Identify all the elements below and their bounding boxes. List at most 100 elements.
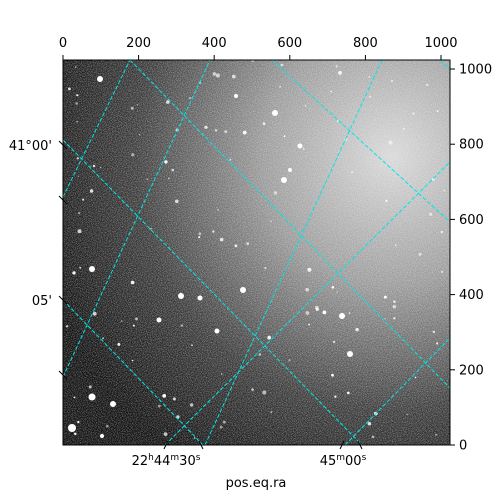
star	[330, 90, 333, 93]
star	[157, 404, 161, 408]
star	[267, 335, 272, 340]
star	[347, 351, 353, 357]
star	[72, 271, 76, 275]
star	[221, 373, 223, 375]
star	[309, 108, 311, 110]
star	[414, 376, 417, 379]
star	[335, 65, 338, 68]
star	[65, 325, 69, 328]
grid-line	[63, 299, 204, 445]
star	[270, 220, 272, 222]
star	[338, 71, 342, 75]
star	[130, 280, 135, 285]
x-axis-title: pos.eq.ra	[226, 476, 287, 491]
star	[436, 110, 439, 112]
star	[172, 397, 176, 401]
star	[443, 189, 446, 192]
star	[198, 236, 201, 239]
star	[406, 413, 408, 415]
star	[92, 311, 97, 316]
star	[390, 80, 394, 83]
star	[307, 267, 312, 272]
left-dec-axis: 41°00' 05'	[9, 139, 68, 380]
star	[429, 212, 433, 216]
grid-line	[204, 60, 383, 445]
star	[76, 94, 79, 97]
star	[418, 253, 422, 256]
star	[367, 422, 372, 426]
star	[302, 148, 305, 150]
star	[120, 320, 123, 322]
star	[92, 164, 96, 168]
top-tick-1000: 1000	[424, 36, 457, 51]
star	[197, 295, 203, 301]
star	[76, 121, 78, 123]
star	[322, 310, 327, 315]
top-tick-800: 800	[353, 36, 378, 51]
star	[393, 300, 396, 303]
star	[388, 140, 393, 145]
star	[334, 395, 337, 398]
star	[117, 342, 121, 346]
image-panel	[63, 60, 450, 445]
star	[383, 295, 387, 299]
star	[348, 312, 351, 315]
star	[75, 102, 78, 105]
top-pixel-axis: 0 200 400 600 800 1000	[59, 36, 458, 60]
star	[436, 342, 439, 345]
star	[204, 125, 208, 129]
star	[212, 230, 215, 233]
star	[262, 122, 266, 126]
star	[100, 434, 104, 438]
grid-line	[63, 139, 363, 445]
star	[426, 83, 429, 87]
star	[336, 120, 339, 123]
grid-line	[439, 60, 450, 71]
star	[168, 177, 170, 180]
right-pixel-axis: 0 200 400 600 800 1000	[450, 63, 492, 454]
star	[74, 66, 77, 68]
star	[132, 324, 135, 327]
star	[79, 266, 82, 269]
plot-frame	[62, 59, 451, 446]
bottom-ra-axis: 22h44m30s 45m00s	[132, 440, 367, 469]
star	[279, 85, 281, 88]
star	[432, 177, 435, 181]
star	[68, 87, 71, 91]
star	[288, 168, 292, 172]
star	[281, 177, 287, 183]
star	[347, 391, 350, 395]
star	[432, 330, 436, 334]
grid-line	[63, 60, 211, 378]
star	[368, 76, 370, 78]
star	[385, 199, 388, 202]
star	[189, 403, 194, 407]
star	[441, 270, 444, 273]
star	[151, 228, 153, 230]
star	[283, 135, 286, 138]
grid-line	[63, 60, 131, 198]
star	[77, 229, 82, 234]
star	[217, 209, 220, 211]
star	[297, 143, 303, 149]
top-tick-200: 200	[126, 36, 151, 51]
star	[336, 291, 338, 293]
star	[384, 318, 386, 320]
star	[78, 211, 81, 215]
star	[102, 337, 105, 340]
star	[242, 130, 247, 135]
star	[171, 168, 175, 172]
star	[191, 344, 193, 347]
star	[371, 435, 375, 439]
star	[270, 411, 273, 414]
star	[355, 327, 359, 332]
star	[82, 198, 85, 201]
star	[164, 160, 168, 164]
star	[88, 393, 96, 401]
coordinate-grid	[63, 60, 450, 445]
star	[394, 244, 397, 247]
star	[258, 353, 262, 356]
star	[99, 166, 102, 169]
star	[175, 199, 179, 204]
star	[135, 317, 138, 321]
